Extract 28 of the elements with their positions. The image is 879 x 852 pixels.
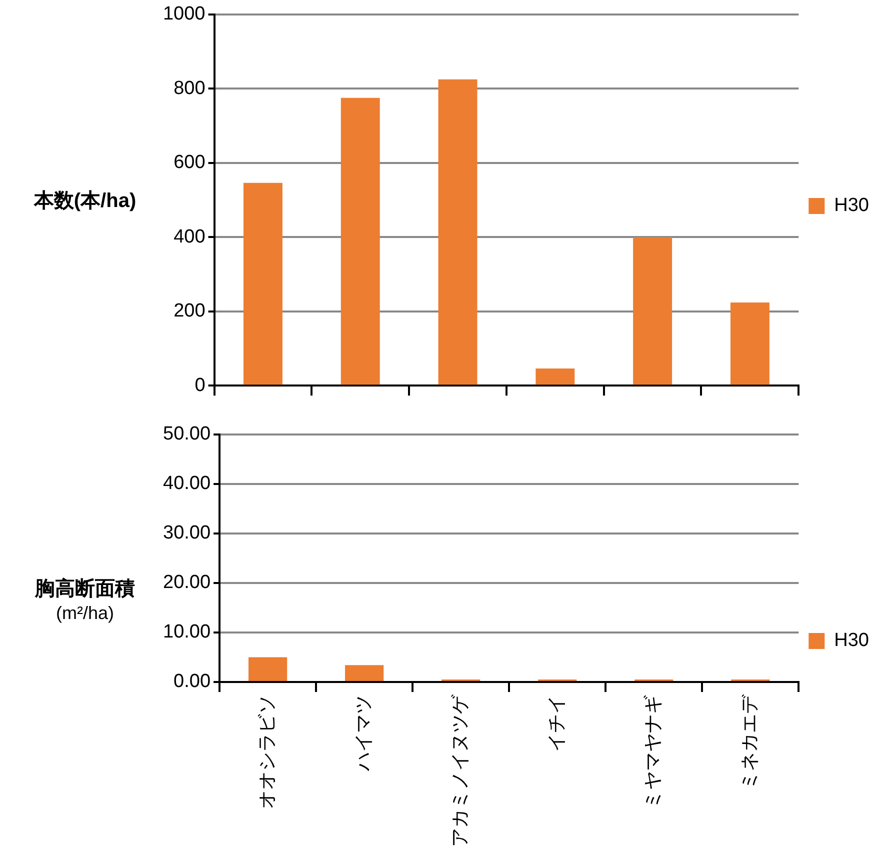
x-tick-label: イチイ	[546, 695, 568, 752]
y-tick-label: 10.00	[163, 622, 211, 643]
y-tick-label: 20.00	[163, 572, 211, 594]
bar	[730, 302, 770, 385]
y-tick-label: 200	[174, 300, 206, 322]
x-tick-label: オオシラビソ	[257, 695, 278, 809]
y-axis-title: 胸高断面積 (m²/ha)	[35, 576, 135, 624]
y-tick-label: 40.00	[163, 473, 211, 494]
x-tick-label: アカミノイヌツゲ	[450, 694, 472, 847]
bar	[536, 368, 575, 385]
legend-label: H30	[834, 195, 870, 216]
y-axis-title: 本数(本/ha)	[34, 188, 136, 214]
bar	[243, 182, 282, 385]
bar	[340, 98, 380, 385]
bar	[633, 237, 672, 385]
y-tick-label: 600	[174, 152, 206, 174]
x-tick-label: ミヤマヤナギ	[643, 695, 664, 809]
y-tick-label: 0.00	[174, 671, 211, 692]
y-tick-label: 800	[174, 78, 206, 99]
legend-label: H30	[834, 630, 870, 652]
x-tick-label: ミネカエデ	[740, 694, 761, 790]
y-tick-label: 50.00	[163, 424, 211, 445]
y-tick-label: 0	[194, 374, 206, 396]
bar	[438, 79, 478, 385]
y-tick-label: 30.00	[163, 522, 211, 544]
x-tick-label: ハイマツ	[354, 695, 375, 772]
y-tick-label: 400	[174, 226, 206, 248]
y-tick-label: 1000	[162, 4, 206, 25]
